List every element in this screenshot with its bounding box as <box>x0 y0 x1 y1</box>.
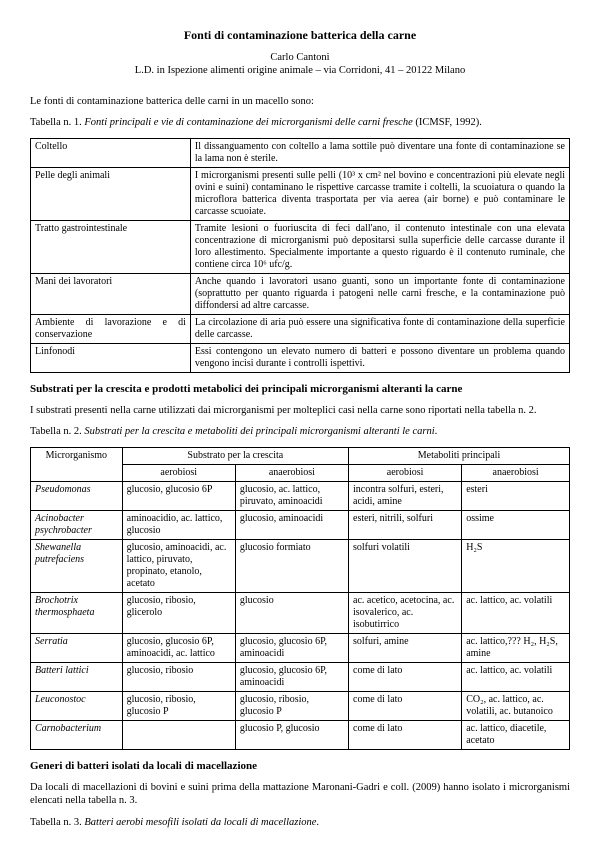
table2-cell: aminoacidio, ac. lattico, glucosio <box>122 510 235 539</box>
table2-cell: glucosio, ribosio <box>122 662 235 691</box>
table1-source-cell: Linfonodi <box>31 343 191 372</box>
table2-cell: ac. lattico, ac. volatili <box>462 592 570 633</box>
table2-organism-cell: Shewanella putrefaciens <box>31 539 123 592</box>
table2-organism-cell: Brochotrix thermosphaeta <box>31 592 123 633</box>
table-row: ColtelloIl dissanguamento con coltello a… <box>31 138 570 167</box>
table2-cell: come di lato <box>349 720 462 749</box>
table1-desc-cell: Anche quando i lavoratori usano guanti, … <box>190 273 569 314</box>
table2-organism-cell: Serratia <box>31 633 123 662</box>
table3-caption-suffix: . <box>316 817 319 828</box>
table-row: Shewanella putrefaciensglucosio, aminoac… <box>31 539 570 592</box>
intro-paragraph: Le fonti di contaminazione batterica del… <box>30 95 570 108</box>
table1-desc-cell: La circolazione di aria può essere una s… <box>190 314 569 343</box>
table3-label: Tabella n. 3. <box>30 817 84 828</box>
table2-cell: glucosio formiato <box>235 539 348 592</box>
table2-cell: glucosio, ribosio, glucosio P <box>235 691 348 720</box>
table-row: Leuconostocglucosio, ribosio, glucosio P… <box>31 691 570 720</box>
author: Carlo Cantoni <box>30 51 570 64</box>
table3-caption-text: Batteri aerobi mesofili isolati da local… <box>84 817 316 828</box>
table2-organism-cell: Carnobacterium <box>31 720 123 749</box>
table2-cell: H₂S <box>462 539 570 592</box>
table2-cell: ac. lattico, diacetile, acetato <box>462 720 570 749</box>
table2-cell: come di lato <box>349 662 462 691</box>
table-row: Mani dei lavoratoriAnche quando i lavora… <box>31 273 570 314</box>
table2-h-organism: Microrganismo <box>31 447 123 481</box>
table2-cell: glucosio, glucosio 6P, aminoacidi, ac. l… <box>122 633 235 662</box>
section2-title: Substrati per la crescita e prodotti met… <box>30 383 570 397</box>
table2-cell: incontra solfuri, esteri, acidi, amine <box>349 481 462 510</box>
table2-h-metabolites: Metaboliti principali <box>349 447 570 464</box>
table2: Microrganismo Substrato per la crescita … <box>30 447 570 750</box>
table-row: Serratiaglucosio, glucosio 6P, aminoacid… <box>31 633 570 662</box>
table2-cell: solfuri, amine <box>349 633 462 662</box>
table1-source-cell: Pelle degli animali <box>31 167 191 220</box>
table-row: Carnobacterium glucosio P, glucosiocome d… <box>31 720 570 749</box>
table-row: Tratto gastrointestinaleTramite lesioni … <box>31 220 570 273</box>
section3-intro: Da locali di macellazioni di bovini e su… <box>30 781 570 807</box>
table1-desc-cell: Essi contengono un elevato numero di bat… <box>190 343 569 372</box>
table1-caption-suffix: (ICMSF, 1992). <box>413 117 482 128</box>
table1-label: Tabella n. 1. <box>30 117 84 128</box>
table2-cell: esteri <box>462 481 570 510</box>
table2-cell: glucosio, aminoacidi, ac. lattico, piruv… <box>122 539 235 592</box>
table2-caption: Tabella n. 2. Substrati per la crescita … <box>30 425 570 438</box>
table2-cell: glucosio, ribosio, glicerolo <box>122 592 235 633</box>
affiliation: L.D. in Ispezione alimenti origine anima… <box>30 64 570 77</box>
table2-cell: glucosio, glucosio 6P <box>122 481 235 510</box>
table1-desc-cell: Il dissanguamento con coltello a lama so… <box>190 138 569 167</box>
table-row: Ambiente di lavorazione e di conservazio… <box>31 314 570 343</box>
table2-cell: glucosio, glucosio 6P, aminoacidi <box>235 662 348 691</box>
table-row: Brochotrix thermosphaetaglucosio, ribosi… <box>31 592 570 633</box>
table-row: Pelle degli animaliI microrganismi prese… <box>31 167 570 220</box>
table2-organism-cell: Pseudomonas <box>31 481 123 510</box>
table1-source-cell: Ambiente di lavorazione e di conservazio… <box>31 314 191 343</box>
table2-cell: glucosio <box>235 592 348 633</box>
table2-h-substrate: Substrato per la crescita <box>122 447 348 464</box>
table2-organism-cell: Batteri lattici <box>31 662 123 691</box>
table-row: LinfonodiEssi contengono un elevato nume… <box>31 343 570 372</box>
table2-cell: glucosio, glucosio 6P, aminoacidi <box>235 633 348 662</box>
table2-organism-cell: Acinobacter psychrobacter <box>31 510 123 539</box>
table2-cell: solfuri volatili <box>349 539 462 592</box>
table2-cell: glucosio, ribosio, glucosio P <box>122 691 235 720</box>
table2-h-anaero2: anaerobiosi <box>462 464 570 481</box>
table2-cell: ac. lattico,??? H₂, H₂S, amine <box>462 633 570 662</box>
table2-caption-text: Substrati per la crescita e metaboliti d… <box>84 426 434 437</box>
table2-cell: glucosio P, glucosio <box>235 720 348 749</box>
table-row: Pseudomonasglucosio, glucosio 6Pglucosio… <box>31 481 570 510</box>
table2-organism-cell: Leuconostoc <box>31 691 123 720</box>
table2-cell: esteri, nitrili, solfuri <box>349 510 462 539</box>
table2-cell <box>122 720 235 749</box>
table-row: Acinobacter psychrobacteraminoacidio, ac… <box>31 510 570 539</box>
table2-cell: ac. lattico, ac. volatili <box>462 662 570 691</box>
table2-cell: come di lato <box>349 691 462 720</box>
table1-caption-text: Fonti principali e vie di contaminazione… <box>84 117 412 128</box>
table3-caption: Tabella n. 3. Batteri aerobi mesofili is… <box>30 816 570 829</box>
table2-cell: CO₂, ac. lattico, ac. volatili, ac. buta… <box>462 691 570 720</box>
table1-desc-cell: Tramite lesioni o fuoriuscita di feci da… <box>190 220 569 273</box>
table2-cell: ac. acetico, acetocina, ac. isovalerico,… <box>349 592 462 633</box>
table1: ColtelloIl dissanguamento con coltello a… <box>30 138 570 373</box>
table2-cell: ossime <box>462 510 570 539</box>
table2-label: Tabella n. 2. <box>30 426 84 437</box>
table2-h-aero1: aerobiosi <box>122 464 235 481</box>
table1-source-cell: Mani dei lavoratori <box>31 273 191 314</box>
section3-title: Generi di batteri isolati da locali di m… <box>30 760 570 774</box>
table-row: Batteri latticiglucosio, ribosioglucosio… <box>31 662 570 691</box>
table1-source-cell: Tratto gastrointestinale <box>31 220 191 273</box>
table2-header-row1: Microrganismo Substrato per la crescita … <box>31 447 570 464</box>
table2-caption-suffix: . <box>435 426 438 437</box>
page-title: Fonti di contaminazione batterica della … <box>30 28 570 43</box>
table1-caption: Tabella n. 1. Fonti principali e vie di … <box>30 116 570 129</box>
table2-h-aero2: aerobiosi <box>349 464 462 481</box>
table1-source-cell: Coltello <box>31 138 191 167</box>
table2-h-anaero1: anaerobiosi <box>235 464 348 481</box>
section2-intro: I substrati presenti nella carne utilizz… <box>30 404 570 417</box>
table2-cell: glucosio, aminoacidi <box>235 510 348 539</box>
table2-cell: glucosio, ac. lattico, piruvato, aminoac… <box>235 481 348 510</box>
table1-desc-cell: I microrganismi presenti sulle pelli (10… <box>190 167 569 220</box>
